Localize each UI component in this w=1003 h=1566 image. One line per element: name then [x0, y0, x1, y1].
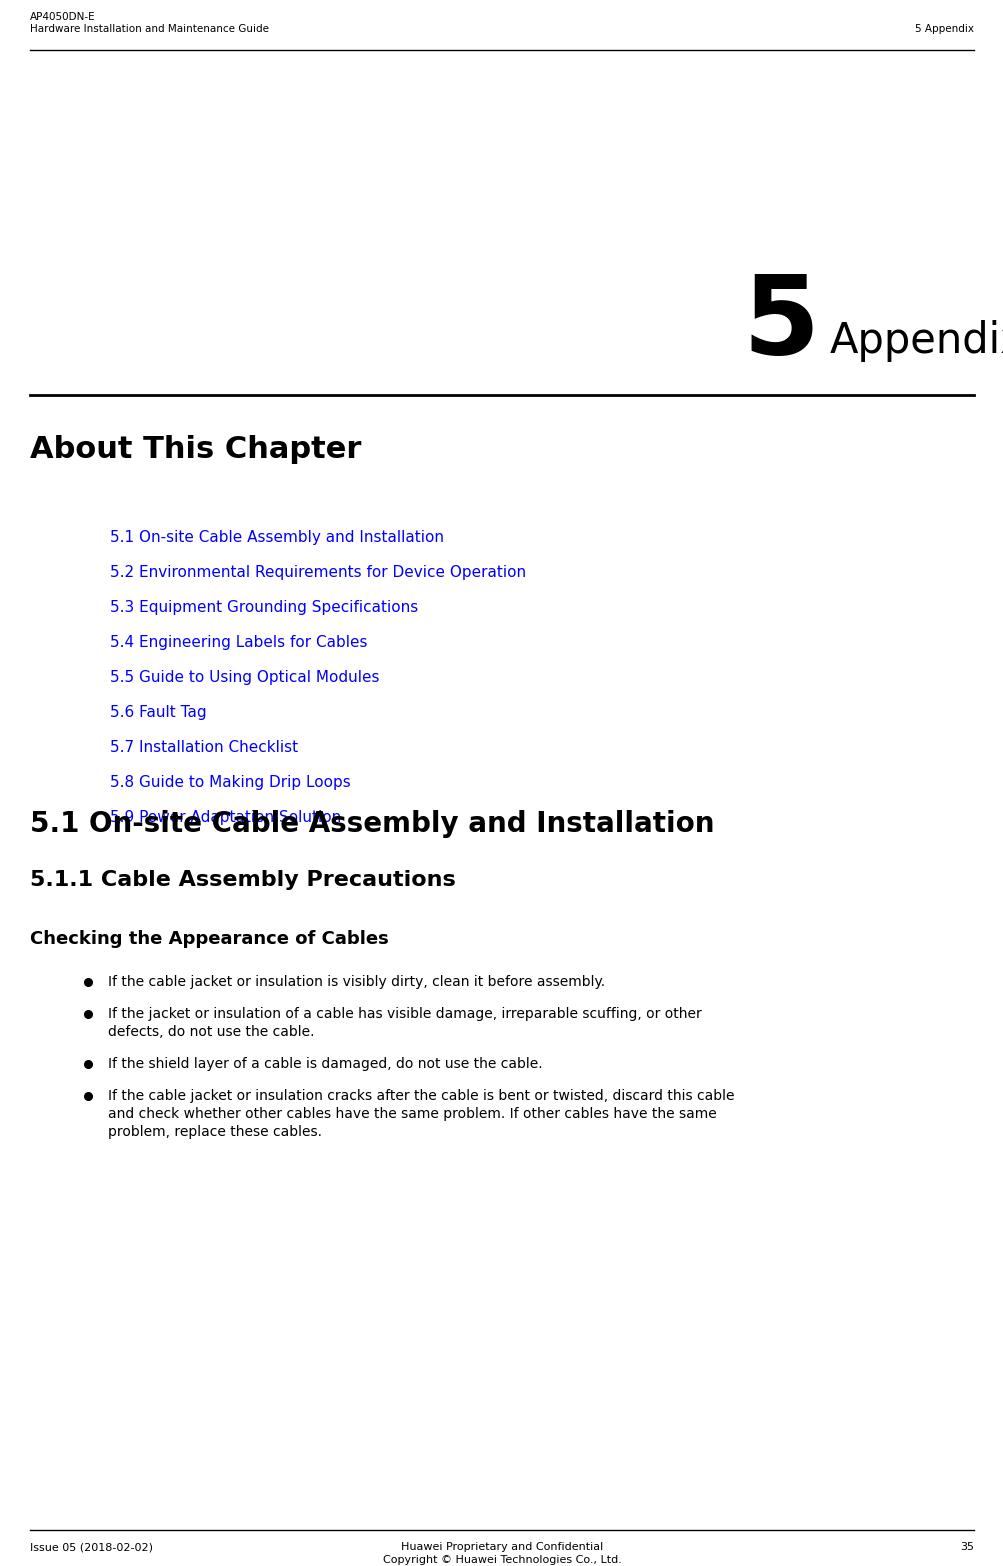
- Text: AP4050DN-E: AP4050DN-E: [30, 13, 95, 22]
- Text: Issue 05 (2018-02-02): Issue 05 (2018-02-02): [30, 1543, 152, 1552]
- Text: 5.1 On-site Cable Assembly and Installation: 5.1 On-site Cable Assembly and Installat…: [110, 529, 443, 545]
- Text: 5.5 Guide to Using Optical Modules: 5.5 Guide to Using Optical Modules: [110, 670, 379, 684]
- Text: If the jacket or insulation of a cable has visible damage, irreparable scuffing,: If the jacket or insulation of a cable h…: [108, 1007, 701, 1021]
- Text: 5.2 Environmental Requirements for Device Operation: 5.2 Environmental Requirements for Devic…: [110, 565, 526, 579]
- Text: 5.1.1 Cable Assembly Precautions: 5.1.1 Cable Assembly Precautions: [30, 871, 455, 889]
- Text: If the cable jacket or insulation cracks after the cable is bent or twisted, dis: If the cable jacket or insulation cracks…: [108, 1088, 734, 1102]
- Text: 5.8 Guide to Making Drip Loops: 5.8 Guide to Making Drip Loops: [110, 775, 350, 789]
- Text: Appendix: Appendix: [829, 319, 1003, 362]
- Text: Huawei Proprietary and Confidential: Huawei Proprietary and Confidential: [400, 1543, 603, 1552]
- Text: defects, do not use the cable.: defects, do not use the cable.: [108, 1026, 314, 1038]
- Text: Checking the Appearance of Cables: Checking the Appearance of Cables: [30, 930, 388, 947]
- Text: Copyright © Huawei Technologies Co., Ltd.: Copyright © Huawei Technologies Co., Ltd…: [382, 1555, 621, 1564]
- Text: 5 Appendix: 5 Appendix: [914, 23, 973, 34]
- Text: Hardware Installation and Maintenance Guide: Hardware Installation and Maintenance Gu…: [30, 23, 269, 34]
- Text: About This Chapter: About This Chapter: [30, 435, 361, 464]
- Text: 5.9 Power Adaptation Solution: 5.9 Power Adaptation Solution: [110, 810, 341, 825]
- Text: 5: 5: [742, 269, 819, 377]
- Text: 5.1 On-site Cable Assembly and Installation: 5.1 On-site Cable Assembly and Installat…: [30, 810, 714, 838]
- Text: 5.3 Equipment Grounding Specifications: 5.3 Equipment Grounding Specifications: [110, 600, 418, 615]
- Text: 5.4 Engineering Labels for Cables: 5.4 Engineering Labels for Cables: [110, 634, 367, 650]
- Text: If the shield layer of a cable is damaged, do not use the cable.: If the shield layer of a cable is damage…: [108, 1057, 542, 1071]
- Text: 5.6 Fault Tag: 5.6 Fault Tag: [110, 705, 207, 720]
- Text: 35: 35: [959, 1543, 973, 1552]
- Text: problem, replace these cables.: problem, replace these cables.: [108, 1124, 322, 1138]
- Text: 5.7 Installation Checklist: 5.7 Installation Checklist: [110, 741, 298, 755]
- Text: and check whether other cables have the same problem. If other cables have the s: and check whether other cables have the …: [108, 1107, 716, 1121]
- Text: If the cable jacket or insulation is visibly dirty, clean it before assembly.: If the cable jacket or insulation is vis…: [108, 976, 605, 990]
